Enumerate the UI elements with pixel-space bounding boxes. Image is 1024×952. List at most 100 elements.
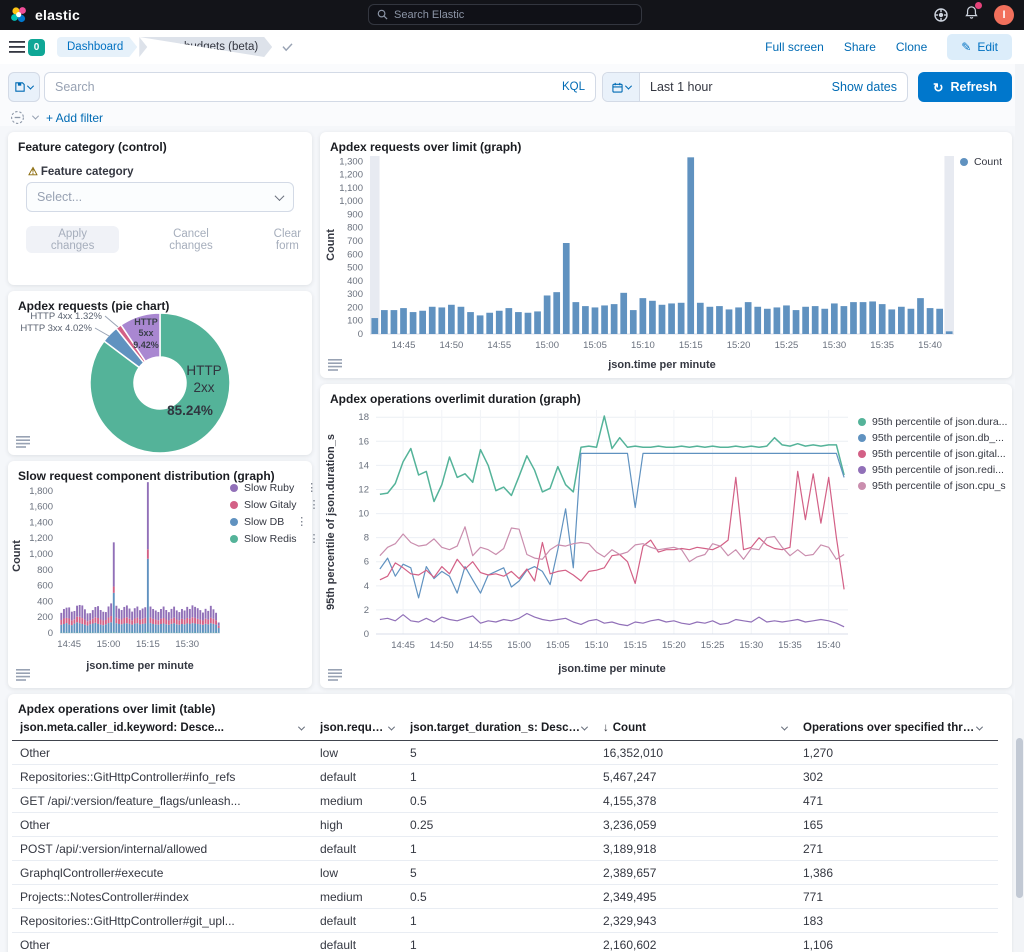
- feature-category-select[interactable]: Select...: [26, 182, 294, 212]
- breadcrumb-caret-icon[interactable]: [282, 43, 293, 52]
- add-filter-link[interactable]: + Add filter: [46, 111, 103, 125]
- table-row[interactable]: Otherdefault12,160,6021,106: [12, 933, 998, 952]
- user-avatar[interactable]: I: [994, 5, 1014, 25]
- legend-dot-icon: [858, 466, 866, 474]
- svg-text:800: 800: [347, 223, 363, 234]
- legend-label: 95th percentile of json.dura...: [872, 416, 1007, 428]
- table-cell: low: [320, 866, 410, 880]
- legend-item[interactable]: 95th percentile of json.redi...: [858, 464, 1007, 476]
- legend-item[interactable]: Slow DB⋮: [230, 515, 320, 528]
- chevron-down-icon[interactable]: [388, 723, 395, 730]
- table-row[interactable]: Otherlow516,352,0101,270: [12, 741, 998, 765]
- data-table: json.meta.caller_id.keyword: Desce...jso…: [12, 716, 998, 952]
- saved-query-button[interactable]: [8, 72, 40, 102]
- legend-label: Slow Gitaly: [244, 499, 297, 511]
- clear-form-button[interactable]: Clear form: [263, 228, 312, 252]
- column-header[interactable]: json.target_duration_s: Descending: [410, 722, 603, 734]
- help-icon[interactable]: [933, 7, 949, 23]
- svg-text:1,000: 1,000: [29, 549, 53, 560]
- column-header-label: json.request_urgency.keyword: Des...: [320, 722, 389, 734]
- svg-text:15:15: 15:15: [679, 340, 703, 351]
- legend-toggle-icon[interactable]: [328, 359, 342, 371]
- table-row[interactable]: GET /api/:version/feature_flags/unleash.…: [12, 789, 998, 813]
- legend-item-menu-icon[interactable]: ⋮: [309, 532, 320, 545]
- table-row[interactable]: Otherhigh0.253,236,059165: [12, 813, 998, 837]
- panel-title: Apdex requests (pie chart): [18, 299, 169, 313]
- table-cell: 16,352,010: [603, 746, 803, 760]
- legend-item[interactable]: 95th percentile of json.cpu_s: [858, 480, 1007, 492]
- full-screen-link[interactable]: Full screen: [765, 40, 824, 54]
- table-row[interactable]: Projects::NotesController#indexmedium0.5…: [12, 885, 998, 909]
- calendar-button[interactable]: [603, 73, 640, 101]
- table-row[interactable]: POST /api/:version/internal/alloweddefau…: [12, 837, 998, 861]
- refresh-label: Refresh: [950, 80, 997, 94]
- table-row[interactable]: GraphqlController#executelow52,389,6571,…: [12, 861, 998, 885]
- global-search-input[interactable]: Search Elastic: [368, 4, 642, 25]
- table-row[interactable]: Repositories::GitHttpController#info_ref…: [12, 765, 998, 789]
- table-cell: 471: [803, 794, 998, 808]
- share-link[interactable]: Share: [844, 40, 876, 54]
- svg-text:14:55: 14:55: [469, 640, 493, 651]
- menu-hamburger-icon[interactable]: [9, 40, 25, 54]
- chevron-down-icon[interactable]: [976, 723, 983, 730]
- filter-row: + Add filter: [10, 110, 103, 125]
- save-icon: [15, 82, 25, 92]
- legend-item-menu-icon[interactable]: ⋮: [306, 481, 317, 494]
- dashboard-actions: Full screen Share Clone ✎ Edit: [765, 34, 1012, 60]
- legend-item[interactable]: 95th percentile of json.gital...: [858, 448, 1007, 460]
- apply-changes-button[interactable]: Apply changes: [26, 226, 119, 253]
- legend-toggle-icon[interactable]: [328, 669, 342, 681]
- svg-text:95th percentile of json.durati: 95th percentile of json.duration_s: [325, 434, 337, 610]
- column-header[interactable]: ↓Count: [603, 722, 803, 734]
- space-badge[interactable]: 0: [28, 39, 45, 56]
- legend-item[interactable]: Slow Gitaly ⋮: [230, 498, 320, 511]
- legend-item[interactable]: 95th percentile of json.db_...: [858, 432, 1007, 444]
- legend-dot-icon: [858, 450, 866, 458]
- legend-item-menu-icon[interactable]: ⋮: [296, 515, 307, 528]
- elastic-logo[interactable]: elastic: [10, 6, 80, 24]
- column-header[interactable]: json.meta.caller_id.keyword: Desce...: [20, 722, 320, 734]
- table-cell: Repositories::GitHttpController#git_upl.…: [20, 914, 320, 928]
- svg-text:15:35: 15:35: [870, 340, 894, 351]
- column-header[interactable]: Operations over specified threshold...: [803, 722, 998, 734]
- legend-toggle-icon[interactable]: [16, 669, 30, 681]
- filter-menu-icon[interactable]: [10, 110, 25, 125]
- table-cell: Repositories::GitHttpController#info_ref…: [20, 770, 320, 784]
- time-range-value[interactable]: Last 1 hour: [650, 80, 713, 94]
- legend-label: Count: [974, 156, 1002, 168]
- legend-item[interactable]: Slow Redis⋮: [230, 532, 320, 545]
- svg-text:700: 700: [347, 236, 363, 247]
- panel-apdex-operations-overlimit-duration: Apdex operations overlimit duration (gra…: [320, 384, 1012, 688]
- column-header[interactable]: json.request_urgency.keyword: Des...: [320, 722, 410, 734]
- table-cell: 2,349,495: [603, 890, 803, 904]
- legend-item[interactable]: Count: [960, 156, 1002, 168]
- svg-text:14: 14: [358, 460, 369, 471]
- svg-text:800: 800: [37, 565, 53, 576]
- clone-link[interactable]: Clone: [896, 40, 927, 54]
- edit-button[interactable]: ✎ Edit: [947, 34, 1012, 60]
- svg-text:15:40: 15:40: [817, 640, 841, 651]
- show-dates-link[interactable]: Show dates: [832, 80, 897, 94]
- kql-search-input[interactable]: Search KQL: [44, 72, 596, 102]
- legend-item[interactable]: Slow Ruby⋮: [230, 481, 320, 494]
- svg-text:1,400: 1,400: [29, 517, 53, 528]
- legend-dot-icon: [230, 535, 238, 543]
- table-cell: default: [320, 770, 410, 784]
- legend-toggle-icon[interactable]: [16, 436, 30, 448]
- chevron-down-icon[interactable]: [298, 723, 305, 730]
- table-cell: default: [320, 914, 410, 928]
- breadcrumb-dashboard[interactable]: Dashboard: [57, 37, 137, 57]
- table-cell: 5,467,247: [603, 770, 803, 784]
- chevron-down-icon[interactable]: [581, 723, 588, 730]
- scrollbar-thumb[interactable]: [1016, 738, 1023, 898]
- cancel-changes-button[interactable]: Cancel changes: [153, 228, 229, 252]
- refresh-button[interactable]: ↻ Refresh: [918, 72, 1012, 102]
- table-row[interactable]: Repositories::GitHttpController#git_upl.…: [12, 909, 998, 933]
- alerts-bell[interactable]: [964, 5, 979, 25]
- chevron-down-icon[interactable]: [32, 113, 39, 120]
- kql-label[interactable]: KQL: [562, 81, 585, 93]
- legend-item-menu-icon[interactable]: ⋮: [309, 498, 320, 511]
- chevron-down-icon[interactable]: [781, 723, 788, 730]
- svg-text:10: 10: [358, 509, 369, 520]
- legend-item[interactable]: 95th percentile of json.dura...: [858, 416, 1007, 428]
